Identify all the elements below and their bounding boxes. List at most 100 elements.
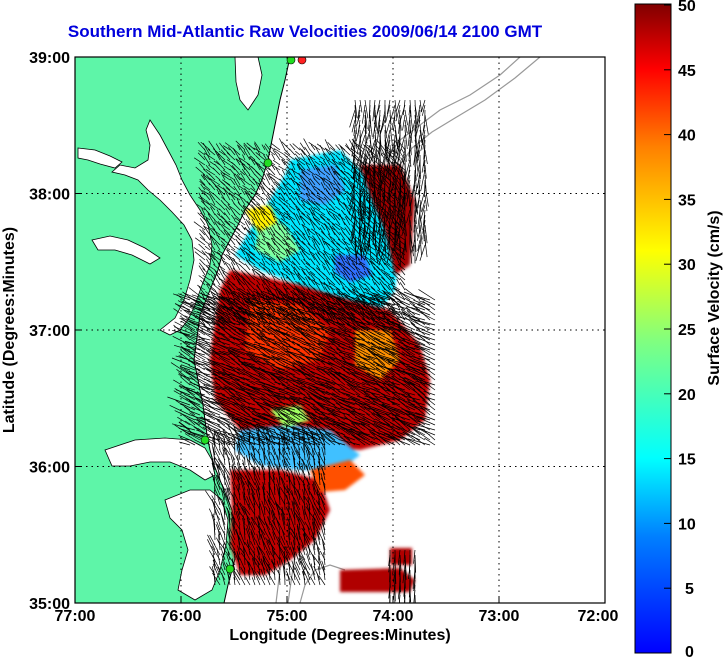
velocity-vector [314, 425, 326, 441]
velocity-vector [414, 114, 417, 134]
velocity-vector [399, 579, 402, 593]
velocity-vector [265, 194, 271, 201]
velocity-vector [265, 429, 276, 446]
velocity-vector [281, 508, 286, 526]
velocity-vector [358, 263, 371, 271]
velocity-vector [386, 204, 391, 217]
velocity-vector [381, 403, 401, 411]
velocity-vector [257, 484, 261, 501]
velocity-vector [230, 262, 236, 271]
velocity-vector [222, 449, 226, 466]
velocity-vector [216, 251, 226, 261]
velocity-vector [199, 419, 221, 431]
velocity-vector [391, 149, 396, 166]
velocity-vector [288, 512, 296, 531]
velocity-vector [268, 462, 276, 476]
velocity-vector [352, 345, 371, 356]
velocity-vector [364, 283, 371, 291]
velocity-vector [258, 517, 266, 531]
velocity-vector [374, 317, 386, 326]
velocity-vector [357, 433, 376, 446]
velocity-vector [331, 255, 341, 266]
velocity-vector [199, 258, 206, 266]
velocity-vector [364, 114, 367, 134]
velocity-vector [262, 447, 266, 466]
velocity-vector [318, 295, 336, 306]
velocity-vector [249, 289, 256, 296]
velocity-vector [293, 256, 301, 266]
velocity-vector [419, 297, 436, 306]
velocity-vector [364, 199, 367, 216]
velocity-vector [291, 437, 296, 446]
lat-tick-label: 39:00 [29, 50, 70, 67]
velocity-vector [276, 503, 281, 521]
velocity-vector [230, 427, 246, 441]
velocity-vector [343, 306, 356, 316]
velocity-vector [252, 436, 266, 441]
velocity-vector [265, 437, 271, 451]
velocity-vector [370, 255, 376, 261]
velocity-vector [262, 325, 281, 341]
colorbar-tick-labels: 50 45 40 35 30 25 20 15 10 5 0 [678, 0, 696, 659]
velocity-vector [288, 528, 291, 541]
velocity-vector [383, 439, 396, 446]
velocity-vector [231, 481, 236, 491]
velocity-vector [215, 429, 221, 441]
velocity-vector [200, 350, 216, 361]
velocity-vector [275, 208, 286, 216]
velocity-vector [378, 277, 386, 286]
velocity-vector [253, 550, 256, 566]
velocity-vector [184, 349, 206, 356]
velocity-vector [304, 146, 311, 156]
velocity-vector [314, 537, 321, 556]
velocity-vector [318, 355, 331, 361]
velocity-vector [402, 114, 406, 131]
velocity-vector [313, 333, 336, 341]
velocity-vector [283, 161, 291, 171]
velocity-vector [403, 549, 406, 566]
velocity-vector [340, 177, 346, 186]
velocity-vector [405, 391, 416, 396]
velocity-vector [253, 265, 261, 271]
velocity-vector [188, 414, 206, 421]
velocity-vector [234, 330, 251, 341]
velocity-vector [257, 329, 276, 336]
velocity-vector [335, 268, 341, 276]
velocity-vector [194, 157, 206, 166]
velocity-vector [404, 297, 416, 306]
velocity-vector [243, 423, 256, 431]
velocity-vector [370, 287, 381, 296]
velocity-vector [253, 290, 276, 301]
velocity-vector [224, 419, 241, 431]
velocity-vector [314, 188, 321, 196]
velocity-vector [233, 505, 236, 516]
velocity-vector [252, 465, 256, 481]
velocity-vector [414, 554, 417, 573]
velocity-vector [413, 214, 416, 233]
velocity-vector [346, 160, 356, 171]
velocity-vector [281, 384, 296, 391]
velocity-vector [314, 161, 321, 166]
velocity-vector [273, 208, 281, 216]
velocity-vector [323, 304, 346, 316]
velocity-vector [382, 189, 386, 202]
velocity-vector [186, 389, 206, 396]
velocity-vector [258, 311, 281, 321]
velocity-vector [232, 516, 241, 531]
velocity-vector [265, 506, 271, 516]
velocity-vector [248, 179, 256, 186]
station-marker-red [297, 57, 307, 65]
velocity-vector [318, 467, 321, 486]
velocity-vector [271, 548, 276, 566]
velocity-vector [358, 408, 371, 416]
velocity-vector [265, 434, 276, 451]
velocity-vector [274, 341, 286, 351]
velocity-vector [400, 309, 406, 316]
velocity-vector [374, 338, 396, 351]
velocity-vector [288, 518, 291, 531]
velocity-vector [369, 397, 391, 406]
velocity-vector [332, 159, 341, 166]
velocity-vector [343, 270, 351, 281]
velocity-vector [373, 182, 386, 191]
velocity-vector [422, 214, 426, 234]
